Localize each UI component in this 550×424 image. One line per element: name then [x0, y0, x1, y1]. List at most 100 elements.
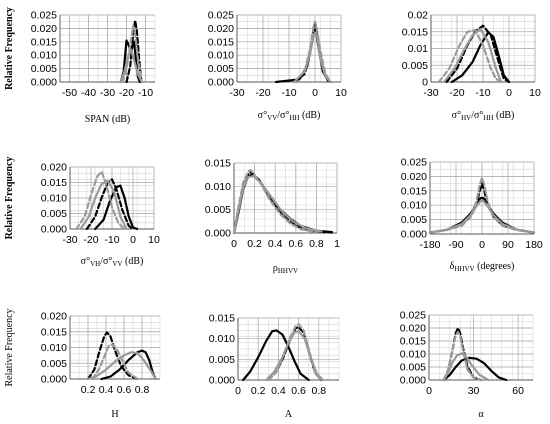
x-tick-label: 0.8	[311, 385, 326, 397]
x-tick-label: -20	[83, 234, 98, 246]
series-black-dashed	[445, 24, 511, 84]
x-label-part: δ	[450, 261, 455, 272]
y-tick-label: 0.010	[401, 200, 427, 212]
series-gray-dashed	[442, 330, 483, 382]
x-label-subscript: HV	[461, 114, 471, 122]
x-tick-label: 10	[529, 87, 541, 99]
x-tick-label: -20	[255, 87, 270, 99]
y-tick-label: 0.000	[205, 228, 231, 240]
y-tick-label: 0.010	[31, 50, 57, 62]
x-tick-label: 0	[235, 385, 241, 397]
y-tick-label: 0.005	[402, 60, 428, 72]
y-tick-label: 0.015	[41, 177, 67, 189]
x-axis-label: A	[285, 409, 293, 420]
x-tick-label: 0.8	[309, 238, 324, 250]
series-gray-dashed	[437, 29, 503, 84]
panel-rho: 0.000 0.005 0.010 0.015 0 0.2 0.4 0.6 0.8 1 ρHHVV	[205, 158, 340, 276]
series-black-solid	[100, 349, 157, 381]
series-gray-dashed	[428, 176, 536, 234]
x-tick-label: 0	[426, 385, 432, 397]
y-tick-label: 0.015	[400, 336, 426, 348]
x-tick-label: 0.6	[288, 238, 303, 250]
series-black-dashed	[86, 331, 139, 381]
series-gray-dashed	[293, 20, 332, 84]
x-tick-label: 0.4	[271, 385, 286, 397]
x-axis-label: H	[111, 409, 118, 420]
x-tick-label: 0	[506, 87, 512, 99]
y-tick-label: 0.005	[31, 63, 57, 75]
x-tick-label: -20	[449, 87, 464, 99]
y-tick-label: 0.000	[401, 229, 427, 241]
y-tick-label: 0.015	[402, 26, 428, 38]
x-tick-label: 10	[335, 87, 347, 99]
x-label-part: /σ°	[100, 256, 112, 267]
x-tick-label: 0	[231, 238, 237, 250]
series-gray-solid	[119, 48, 143, 84]
series-gray-solid	[79, 179, 128, 231]
y-tick-label: 0.020	[400, 323, 426, 335]
y-tick-label: 0.005	[208, 63, 234, 75]
x-tick-label: -10	[281, 87, 296, 99]
y-tick-label: 0.005	[41, 208, 67, 220]
x-axis-label: SPAN (dB)	[85, 114, 130, 125]
x-tick-label: 0.2	[81, 384, 96, 396]
y-tick-label: 0.015	[205, 158, 231, 170]
y-tick-label: 0.025	[401, 157, 427, 169]
y-tick-label: 0.005	[41, 358, 67, 370]
x-tick-label: 0.4	[99, 384, 114, 396]
x-axis-label: σ°VH/σ°VV (dB)	[81, 256, 144, 268]
series-black-solid	[232, 173, 333, 235]
y-tick-label: 0.005	[205, 204, 231, 216]
series-gray-solid	[293, 31, 332, 84]
x-tick-label: -40	[81, 87, 96, 99]
x-tick-label: -90	[448, 239, 463, 251]
x-tick-label: -50	[62, 87, 77, 99]
y-tick-label: 0.020	[41, 311, 67, 323]
x-tick-label: -30	[229, 87, 244, 99]
x-tick-label: -10	[138, 87, 153, 99]
x-label-subscript: VH	[90, 260, 100, 268]
x-tick-label: 180	[525, 239, 543, 251]
y-tick-label: 0	[422, 77, 428, 89]
x-tick-label: 0.4	[268, 238, 283, 250]
series-gray-solid	[232, 175, 323, 235]
y-tick-label: 0.015	[31, 36, 57, 48]
x-axis-label: σ°HV/σ°HH (dB)	[452, 110, 515, 122]
y-tick-label: 0.000	[209, 375, 235, 387]
x-label-subscript: HHVV	[278, 267, 298, 275]
x-label-subscript: HH	[483, 114, 493, 122]
x-label-subscript: HHVV	[454, 265, 474, 273]
x-label-subscript: VV	[267, 114, 277, 122]
x-axis-label: ρHHVV	[273, 263, 298, 275]
panel-H: 0.000 0.005 0.010 0.015 0.020 0.2 0.4 0.6 0.8 H Re…	[4, 308, 161, 420]
x-label-part: (dB)	[122, 256, 143, 267]
x-tick-label: 90	[502, 239, 514, 251]
y-tick-label: 0.015	[401, 185, 427, 197]
series-gray-solid	[442, 28, 503, 84]
x-tick-label: 0	[130, 234, 136, 246]
series-gray-solid	[428, 199, 536, 234]
series-gray-solid	[86, 351, 157, 381]
x-label-part: A	[285, 409, 293, 420]
y-tick-label: 0.000	[41, 374, 67, 386]
series-black-solid	[242, 329, 310, 382]
y-tick-label: 0.015	[41, 326, 67, 338]
y-tick-label: 0.010	[208, 50, 234, 62]
x-label-part: /σ°	[277, 110, 289, 121]
y-tick-label: 0.020	[401, 171, 427, 183]
x-tick-label: 60	[512, 385, 524, 397]
y-tick-label: 0.010	[209, 333, 235, 345]
y-tick-label: 0.005	[209, 354, 235, 366]
series-gray-solid	[265, 330, 324, 382]
x-tick-label: -20	[119, 87, 134, 99]
x-axis-label: σ°VV/σ°HH (dB)	[258, 110, 321, 122]
y-tick-label: 0.000	[400, 375, 426, 387]
x-tick-label: 0.6	[291, 385, 306, 397]
x-label-part: σ°	[258, 110, 267, 121]
y-tick-label: 0.000	[41, 224, 67, 236]
x-tick-label: 30	[468, 385, 480, 397]
x-tick-label: 0.6	[117, 384, 132, 396]
y-tick-label: 0.015	[208, 36, 234, 48]
